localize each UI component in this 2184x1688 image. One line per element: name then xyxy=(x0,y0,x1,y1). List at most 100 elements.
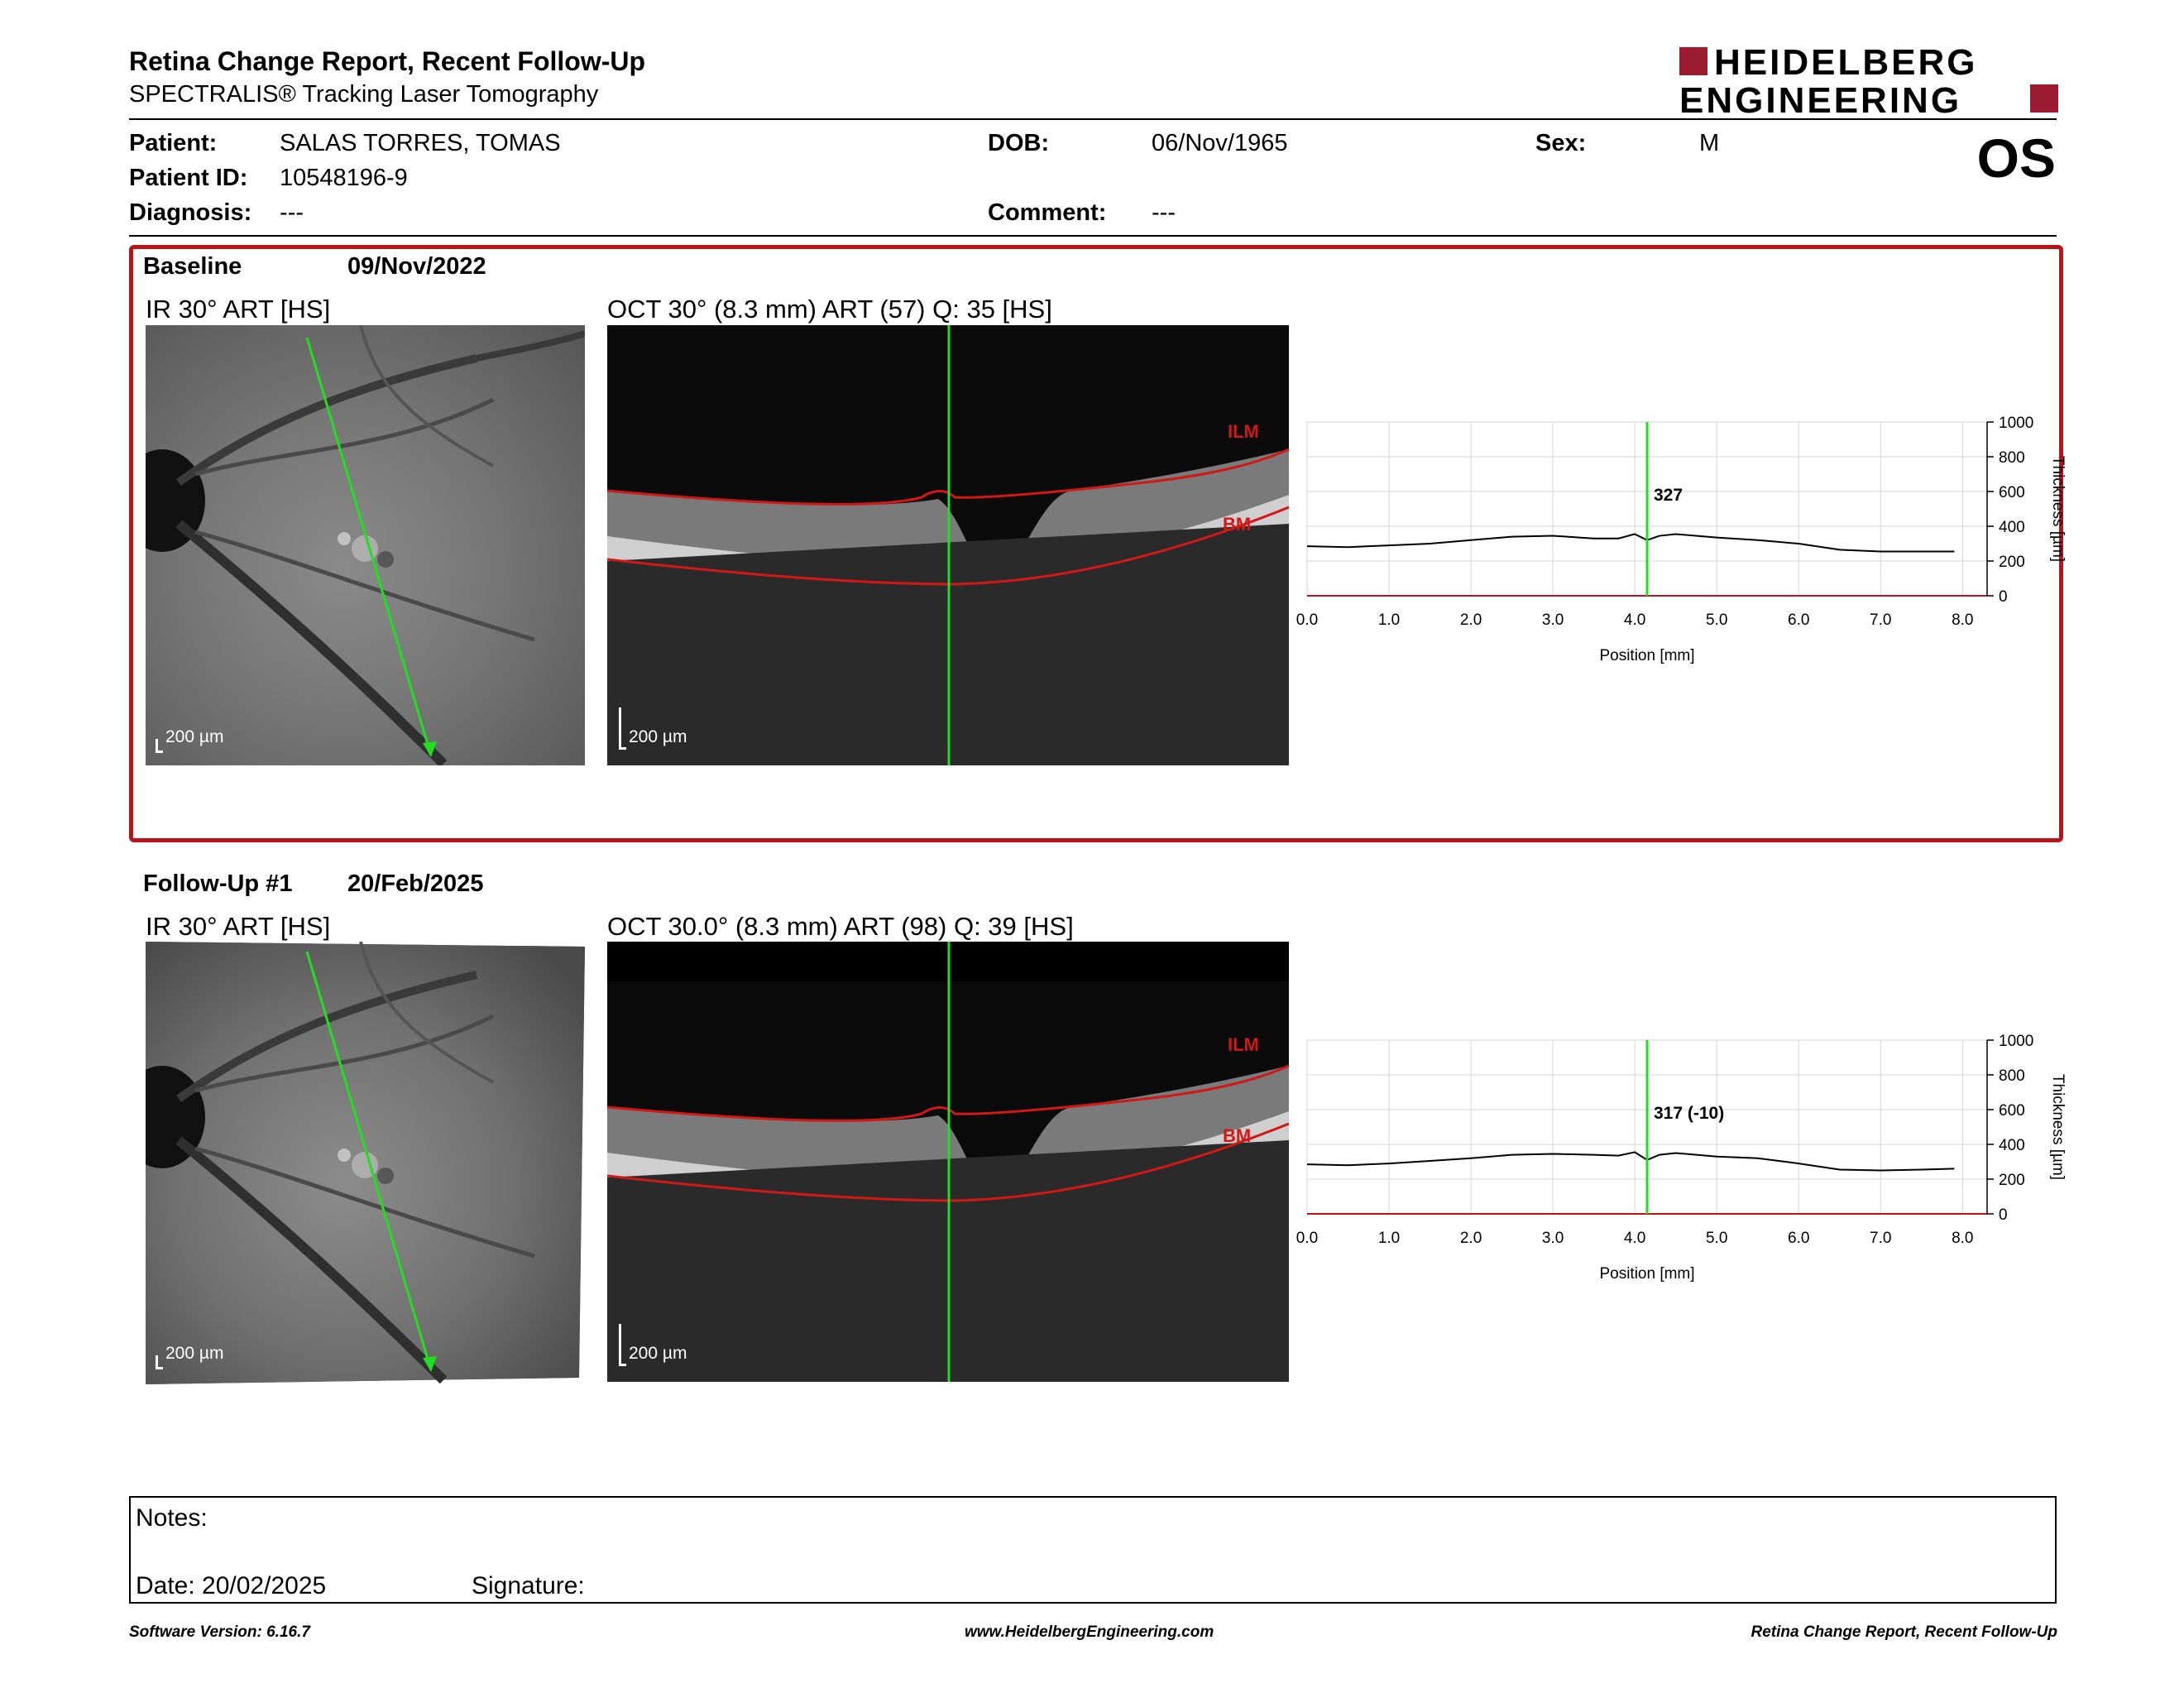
exam-date: 20/Feb/2025 xyxy=(347,870,484,897)
x-tick-label: 7.0 xyxy=(1870,611,1891,629)
thickness-chart: 0.0 1.0 2.0 3.0 4.0 5.0 6.0 7.0 8.0 0 200 400 600 800… xyxy=(1296,1033,2067,1283)
thickness-series-line xyxy=(1306,1151,1955,1172)
thickness-chart: 0.0 1.0 2.0 3.0 4.0 5.0 6.0 7.0 8.0 0 200 400 600 800… xyxy=(1296,415,2067,664)
scale-bar xyxy=(156,739,163,753)
x-axis-label: Position [mm] xyxy=(1599,1265,1694,1283)
scale-bar xyxy=(619,1324,626,1366)
logo-line1: HEIDELBERG xyxy=(1714,43,1977,83)
patient-label: Patient: xyxy=(129,130,218,156)
x-axis-label: Position [mm] xyxy=(1599,647,1694,664)
fundus-vessels xyxy=(146,325,585,765)
x-tick-label: 8.0 xyxy=(1952,611,1973,629)
thickness-series-line xyxy=(1306,533,1955,553)
y-tick-label: 200 xyxy=(1999,554,2025,571)
notes-label: Notes: xyxy=(136,1504,208,1532)
diagnosis-value: --- xyxy=(280,199,304,226)
x-tick-label: 2.0 xyxy=(1460,1230,1482,1247)
fundus-vessels xyxy=(146,942,585,1384)
x-tick-label: 7.0 xyxy=(1870,1230,1891,1247)
scan-line xyxy=(305,951,433,1371)
oct-caption: OCT 30° (8.3 mm) ART (57) Q: 35 [HS] xyxy=(607,295,1052,324)
y-tick-label: 0 xyxy=(1999,1206,2008,1224)
x-tick-label: 6.0 xyxy=(1788,611,1809,629)
dob-value: 06/Nov/1965 xyxy=(1152,130,1288,156)
ilm-line xyxy=(607,448,1289,506)
y-tick-label: 400 xyxy=(1999,1137,2025,1154)
scale-label: 200 µm xyxy=(165,1344,224,1363)
date-text: Date: 20/02/2025 xyxy=(136,1572,327,1599)
thickness-readout: 327 xyxy=(1654,486,1683,505)
scale-label: 200 µm xyxy=(165,727,224,746)
notes-box[interactable]: Notes: Date: 20/02/2025 Signature: xyxy=(129,1496,2057,1604)
eye-indicator: OS xyxy=(1976,127,2056,189)
y-axis-label: Thickness [µm] xyxy=(2049,1074,2067,1180)
baseline-frame xyxy=(129,245,2063,842)
x-tick-label: 6.0 xyxy=(1788,1230,1809,1247)
x-tick-label: 4.0 xyxy=(1624,1230,1645,1247)
bm-line xyxy=(607,506,1289,586)
comment-label: Comment: xyxy=(988,199,1107,226)
oct-bscan xyxy=(607,325,1289,765)
x-tick-label: 3.0 xyxy=(1542,1230,1564,1247)
ilm-line xyxy=(607,1064,1289,1122)
ir-fundus-image[interactable]: 200 µm xyxy=(146,942,585,1384)
ilm-label: ILM xyxy=(1228,1034,1259,1055)
oct-caption: OCT 30.0° (8.3 mm) ART (98) Q: 39 [HS] xyxy=(607,912,1074,941)
website-link[interactable]: www.HeidelbergEngineering.com xyxy=(965,1623,1214,1641)
comment-value: --- xyxy=(1152,199,1176,226)
bm-label: BM xyxy=(1223,1125,1252,1146)
software-version: Software Version: 6.16.7 xyxy=(129,1623,310,1641)
patient-id-label: Patient ID: xyxy=(129,165,248,191)
oct-bscan xyxy=(607,942,1289,1382)
y-tick-label: 600 xyxy=(1999,1102,2025,1120)
patient-name: SALAS TORRES, TOMAS xyxy=(280,130,561,156)
y-tick-label: 1000 xyxy=(1999,415,2033,432)
ir-caption: IR 30° ART [HS] xyxy=(146,295,331,324)
sex-value: M xyxy=(1699,130,1720,156)
footer-report-name: Retina Change Report, Recent Follow-Up xyxy=(1751,1623,2057,1641)
scale-bar xyxy=(619,707,626,750)
ilm-label: ILM xyxy=(1228,421,1259,442)
x-tick-label: 4.0 xyxy=(1624,611,1645,629)
thickness-readout: 317 (-10) xyxy=(1654,1104,1724,1123)
oct-bscan-image[interactable]: ILM BM 200 µm xyxy=(607,942,1289,1382)
y-axis-label: Thickness [µm] xyxy=(2049,456,2067,562)
header-rule xyxy=(129,118,2057,120)
logo-square-bottom xyxy=(2030,84,2058,113)
report-subtitle: SPECTRALIS® Tracking Laser Tomography xyxy=(129,81,599,108)
y-tick-label: 0 xyxy=(1999,588,2008,606)
heidelberg-logo: HEIDELBERG ENGINEERING xyxy=(1679,43,2058,117)
y-tick-label: 400 xyxy=(1999,519,2025,536)
scan-line xyxy=(305,337,433,756)
y-tick-label: 200 xyxy=(1999,1172,2025,1189)
scale-bar xyxy=(156,1355,163,1369)
x-tick-label: 5.0 xyxy=(1706,611,1727,629)
sex-label: Sex: xyxy=(1535,130,1587,156)
ir-caption: IR 30° ART [HS] xyxy=(146,912,331,941)
scale-label: 200 µm xyxy=(629,727,687,746)
exam-label: Baseline xyxy=(143,253,242,280)
x-tick-label: 8.0 xyxy=(1952,1230,1973,1247)
ir-fundus-image[interactable]: 200 µm xyxy=(146,325,585,765)
bm-label: BM xyxy=(1223,514,1252,535)
y-tick-label: 800 xyxy=(1999,1067,2025,1085)
patient-rule xyxy=(129,235,2057,237)
scale-label: 200 µm xyxy=(629,1344,687,1363)
x-tick-label: 1.0 xyxy=(1378,1230,1400,1247)
x-tick-label: 5.0 xyxy=(1706,1230,1727,1247)
x-tick-label: 2.0 xyxy=(1460,611,1482,629)
y-tick-label: 800 xyxy=(1999,449,2025,467)
y-tick-label: 600 xyxy=(1999,484,2025,501)
oct-bscan-image[interactable]: ILM BM 200 µm xyxy=(607,325,1289,765)
patient-id: 10548196-9 xyxy=(280,165,408,191)
x-tick-label: 1.0 xyxy=(1378,611,1400,629)
signature-label: Signature: xyxy=(472,1572,585,1599)
y-tick-label: 1000 xyxy=(1999,1033,2033,1050)
exam-date: 09/Nov/2022 xyxy=(347,253,486,280)
x-tick-label: 0.0 xyxy=(1296,1230,1318,1247)
x-tick-label: 3.0 xyxy=(1542,611,1564,629)
scan-arrow xyxy=(423,1356,437,1372)
diagnosis-label: Diagnosis: xyxy=(129,199,252,226)
bm-line xyxy=(607,1122,1289,1202)
report-title: Retina Change Report, Recent Follow-Up xyxy=(129,46,646,76)
